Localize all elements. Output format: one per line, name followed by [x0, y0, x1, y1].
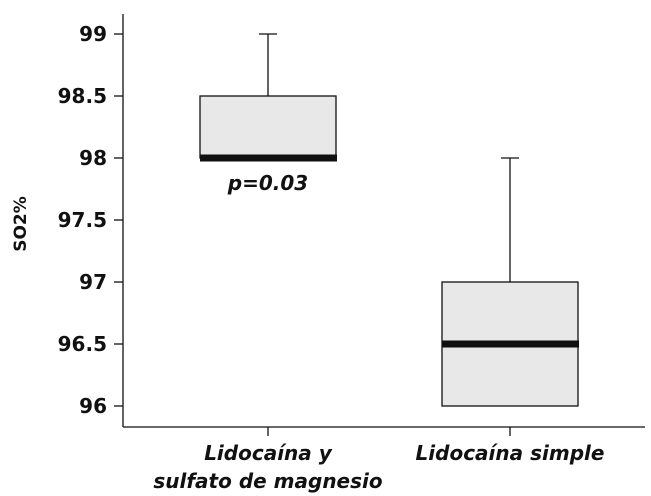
y-tick-label: 98.5	[58, 84, 107, 108]
y-tick-label: 97	[79, 270, 107, 294]
y-tick-label: 97.5	[58, 208, 107, 232]
y-tick-label: 98	[79, 146, 107, 170]
y-ticks: 99 98.5 98 97.5 97 96.5 96	[58, 22, 123, 418]
category-label: sulfato de magnesio	[153, 469, 383, 493]
y-tick-label: 96	[79, 394, 107, 418]
box-2	[441, 157, 579, 407]
y-axis-title: SO2%	[11, 196, 31, 252]
category-label: Lidocaína y	[204, 441, 333, 465]
boxes	[199, 33, 579, 407]
p-value-annotation: p=0.03	[227, 171, 308, 195]
category-label: Lidocaína simple	[416, 441, 605, 465]
box-1	[199, 33, 337, 162]
y-tick-label: 96.5	[58, 332, 107, 356]
x-labels: Lidocaína y sulfato de magnesio Lidocaína …	[153, 441, 604, 493]
iqr-box	[199, 95, 337, 159]
y-tick-label: 99	[79, 22, 107, 46]
